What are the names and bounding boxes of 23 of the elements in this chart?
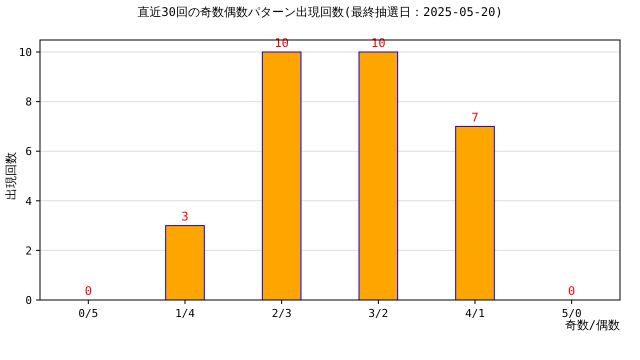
- y-tick-label: 0: [25, 294, 32, 307]
- x-tick-label: 3/2: [368, 307, 388, 320]
- y-tick-label: 4: [25, 194, 32, 208]
- bar: [165, 225, 205, 300]
- y-tick-label: 10: [18, 46, 32, 59]
- x-tick-label: 4/1: [465, 307, 485, 320]
- chart-title: 直近30回の奇数偶数パターン出現回数(最終抽選日：2025-05-20): [137, 5, 503, 19]
- bar: [262, 52, 302, 300]
- bar: [455, 126, 495, 300]
- y-axis-title: 出現回数: [4, 152, 18, 200]
- bar: [358, 52, 398, 300]
- y-tick-label: 2: [25, 244, 32, 258]
- data-label: 0: [568, 284, 576, 298]
- y-tick-label: 8: [25, 96, 32, 109]
- x-tick-label: 5/0: [562, 307, 582, 320]
- y-tick-label: 6: [25, 145, 32, 158]
- x-tick-label: 0/5: [78, 307, 98, 320]
- data-label: 7: [471, 110, 479, 124]
- data-label: 3: [181, 210, 189, 224]
- x-axis-title: 奇数/偶数: [564, 318, 620, 332]
- x-tick-label: 1/4: [175, 307, 196, 320]
- x-tick-label: 2/3: [272, 307, 292, 320]
- data-label: 0: [84, 284, 92, 298]
